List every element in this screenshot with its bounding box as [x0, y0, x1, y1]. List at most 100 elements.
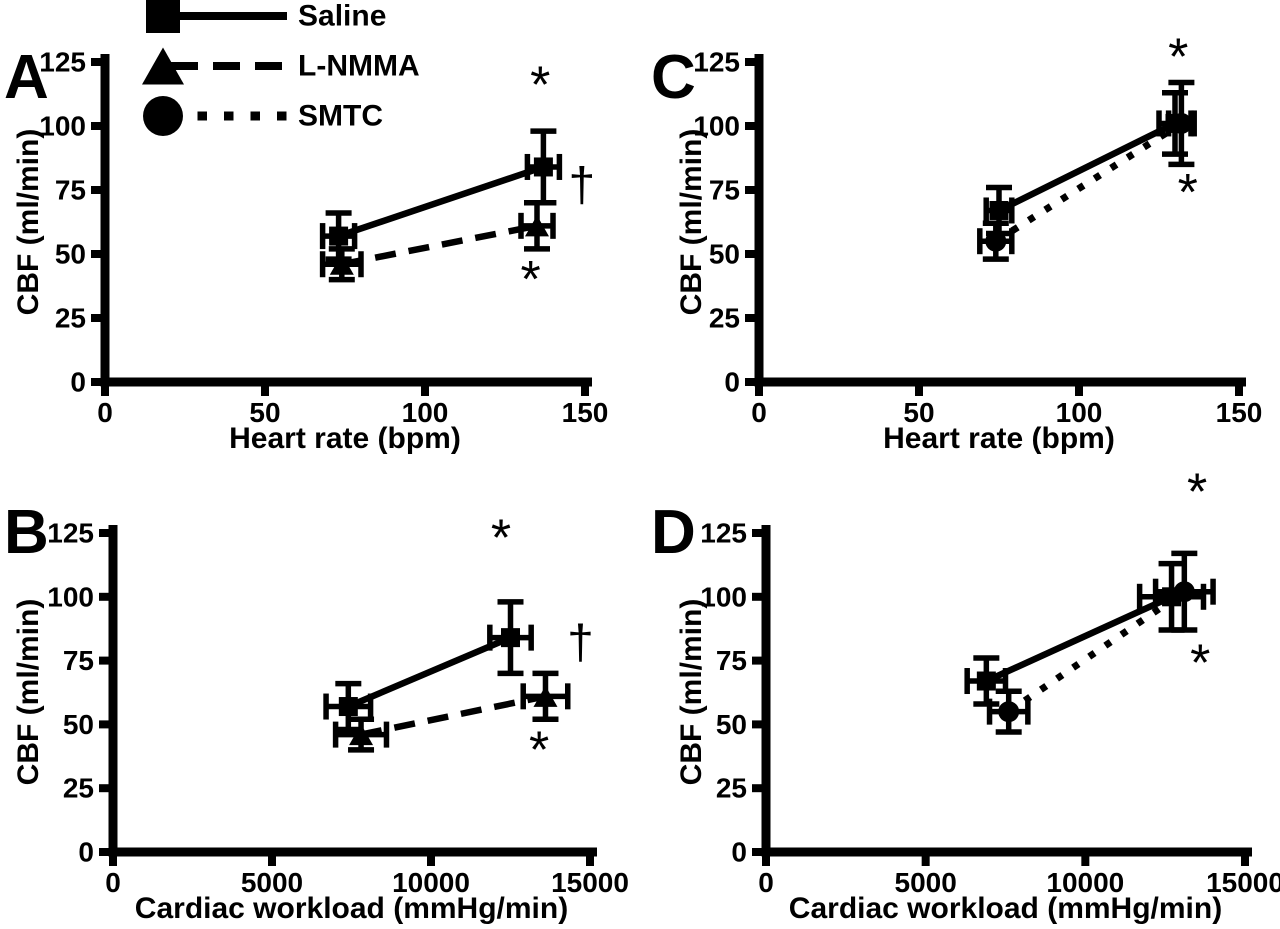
y-tick-label: 0 — [724, 367, 740, 398]
y-tick-label: 100 — [700, 581, 747, 612]
legend-label: Saline — [298, 0, 386, 33]
x-axis-title: Cardiac workload (mmHg/min) — [135, 892, 568, 925]
y-axis-title: CBF (ml/min) — [12, 599, 45, 786]
x-tick-label: 150 — [1216, 397, 1263, 428]
y-tick-label: 75 — [716, 645, 747, 676]
panel-letter: C — [651, 43, 696, 112]
square-marker — [533, 157, 553, 177]
series-smtc — [986, 550, 1216, 735]
y-tick-label: 25 — [709, 303, 740, 334]
panel-letter: A — [4, 43, 49, 112]
y-tick-label: 50 — [716, 709, 747, 740]
panel-A: A 0 50 100 150 0 25 50 75 100 125 Heart rate (bpm) C… — [4, 43, 608, 455]
series-line-dotted — [1006, 588, 1187, 715]
y-tick-label: 75 — [63, 645, 94, 676]
series-line-dotted — [993, 120, 1184, 245]
axes — [761, 525, 1252, 857]
y-tick-label: 50 — [63, 709, 94, 740]
legend-item-saline: Saline — [146, 0, 386, 33]
panel-letter: B — [4, 498, 49, 567]
dagger-annotation: † — [568, 159, 595, 212]
y-tick-label: 125 — [693, 47, 740, 78]
y-tick-label: 75 — [709, 175, 740, 206]
series-l-nmma — [319, 200, 556, 283]
panel-B: B 0 5000 10000 15000 0 25 50 75 100 125 Cardiac wor… — [4, 498, 629, 925]
y-tick-label: 100 — [39, 111, 86, 142]
circle-marker — [1173, 581, 1195, 603]
y-tick-label: 50 — [709, 239, 740, 270]
x-axis-title: Heart rate (bpm) — [883, 422, 1115, 455]
dagger-annotation: † — [567, 617, 594, 670]
square-marker — [976, 671, 996, 691]
series-saline — [323, 599, 534, 733]
x-tick-label: 15000 — [1206, 867, 1280, 898]
x-tick-label: 50 — [249, 397, 280, 428]
series-saline — [319, 128, 563, 262]
circle-marker — [998, 701, 1020, 723]
x-tick-label: 50 — [903, 397, 934, 428]
square-marker — [989, 200, 1009, 220]
series-smtc — [977, 79, 1197, 262]
triangle-marker — [525, 215, 549, 237]
circle-marker — [143, 96, 183, 136]
y-tick-label: 100 — [47, 581, 94, 612]
y-axis-title: CBF (ml/min) — [12, 129, 45, 316]
x-tick-label: 100 — [1056, 397, 1103, 428]
legend-label: SMTC — [298, 100, 383, 133]
series-saline — [964, 560, 1207, 707]
square-marker — [338, 697, 358, 717]
y-axis-title: CBF (ml/min) — [675, 599, 708, 786]
asterisk-annotation: * — [491, 510, 511, 568]
axes — [100, 54, 592, 387]
asterisk-annotation: * — [1178, 164, 1198, 222]
legend-item-l-nmma: L-NMMA — [142, 47, 420, 85]
series-saline — [983, 89, 1194, 237]
x-tick-label: 10000 — [392, 867, 470, 898]
asterisk-annotation: * — [1168, 28, 1188, 86]
series-line-solid — [337, 163, 545, 240]
circle-marker — [985, 230, 1007, 252]
legend: Saline L-NMMA SMTC — [142, 0, 420, 136]
y-tick-label: 125 — [700, 518, 747, 549]
axes — [754, 54, 1246, 387]
error-bars — [319, 210, 358, 262]
panel-letter: D — [651, 498, 696, 567]
y-tick-label: 25 — [63, 773, 94, 804]
x-tick-label: 5000 — [241, 867, 303, 898]
x-tick-label: 5000 — [895, 867, 957, 898]
triangle-marker — [142, 47, 184, 85]
y-tick-label: 125 — [47, 518, 94, 549]
legend-item-smtc: SMTC — [143, 96, 383, 136]
square-marker — [329, 226, 349, 246]
series-line-solid — [984, 593, 1173, 684]
asterisk-annotation: * — [1187, 464, 1207, 522]
y-axis-title: CBF (ml/min) — [675, 129, 708, 316]
series-line-solid — [997, 120, 1177, 214]
y-tick-label: 0 — [731, 837, 747, 868]
x-tick-label: 10000 — [1046, 867, 1124, 898]
x-axis-title: Heart rate (bpm) — [229, 422, 461, 455]
y-tick-label: 50 — [55, 239, 86, 270]
y-tick-label: 0 — [78, 837, 94, 868]
y-tick-label: 75 — [55, 175, 86, 206]
x-tick-label: 0 — [97, 397, 113, 428]
series-line-dashed — [360, 693, 547, 738]
triangle-marker — [329, 253, 354, 275]
y-tick-label: 100 — [693, 111, 740, 142]
triangle-marker — [349, 724, 374, 746]
asterisk-annotation: * — [529, 721, 549, 779]
x-tick-label: 0 — [758, 867, 774, 898]
triangle-marker — [533, 685, 558, 707]
series-line-dashed — [341, 222, 538, 268]
y-tick-label: 0 — [70, 367, 86, 398]
y-tick-label: 25 — [55, 303, 86, 334]
y-tick-label: 125 — [39, 47, 86, 78]
square-marker — [146, 0, 180, 33]
circle-marker — [1170, 112, 1192, 134]
asterisk-annotation: * — [1190, 635, 1210, 693]
x-tick-label: 150 — [562, 397, 609, 428]
axes — [108, 525, 597, 857]
x-tick-label: 100 — [402, 397, 449, 428]
